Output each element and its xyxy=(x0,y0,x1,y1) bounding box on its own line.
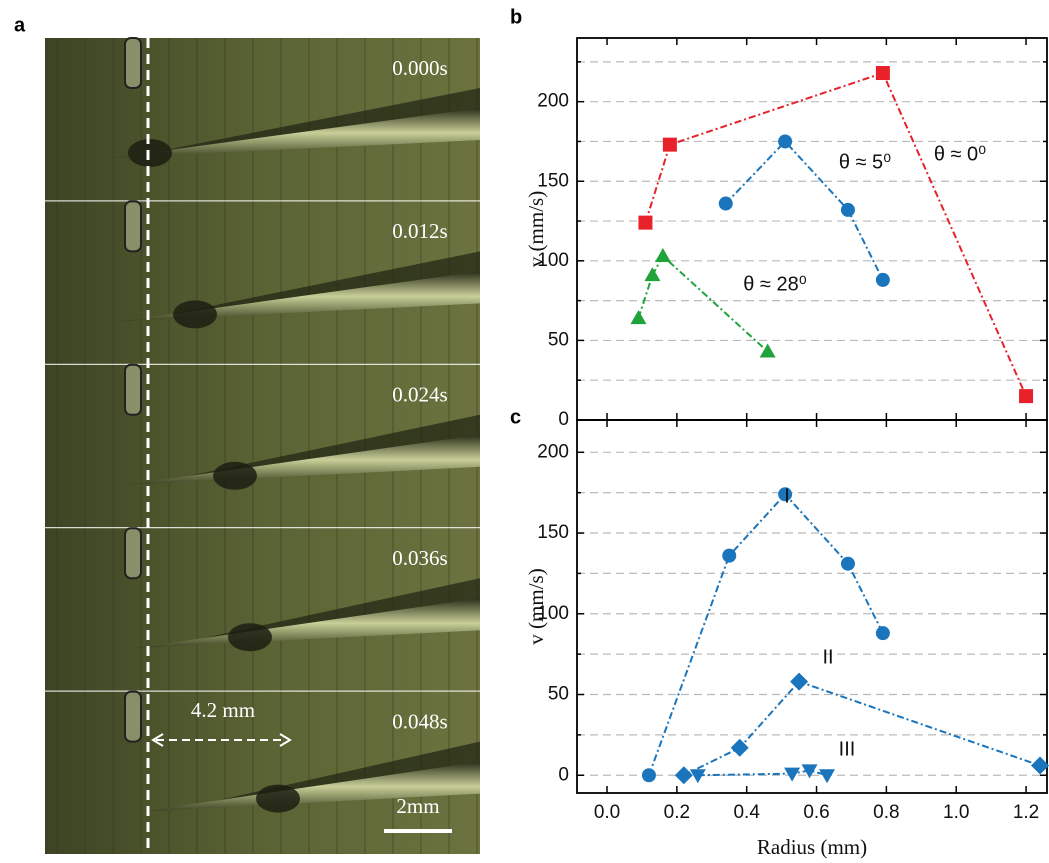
x-tick-label: 0.4 xyxy=(733,802,760,823)
marker xyxy=(674,766,693,785)
series-label: θ ≈ 5⁰ xyxy=(839,151,891,173)
timestamp: 0.012s xyxy=(392,219,447,243)
marker xyxy=(1019,389,1034,404)
y-tick-label: 200 xyxy=(537,91,569,112)
y-tick-label: 100 xyxy=(537,603,569,624)
marker xyxy=(630,310,647,325)
marker xyxy=(840,202,855,217)
panel-label: b xyxy=(510,6,522,28)
marker xyxy=(1031,756,1049,775)
marker xyxy=(875,66,890,81)
droplet xyxy=(173,300,217,329)
series-line xyxy=(683,680,1041,777)
y-tick-label: 0 xyxy=(558,764,569,785)
marker xyxy=(875,272,890,287)
marker xyxy=(641,768,656,783)
marker xyxy=(801,764,818,779)
droplet xyxy=(213,461,257,490)
series-line xyxy=(644,71,1027,397)
y-axis-label: v (mm/s) xyxy=(524,191,548,267)
marker xyxy=(778,487,793,502)
timestamp: 0.048s xyxy=(392,709,447,733)
marker xyxy=(759,343,776,358)
pipette xyxy=(124,690,142,743)
x-axis-label: Radius (mm) xyxy=(757,835,867,859)
marker xyxy=(644,267,661,282)
shadow xyxy=(160,251,480,317)
series-line xyxy=(697,769,828,777)
timestamp: 0.000s xyxy=(392,56,447,80)
x-tick-label: 0.8 xyxy=(873,802,899,823)
timestamp: 0.036s xyxy=(392,546,447,570)
shadow xyxy=(170,414,480,480)
panel-label: a xyxy=(14,14,26,36)
droplet xyxy=(256,784,300,813)
series-label: I xyxy=(784,485,790,507)
needle xyxy=(110,108,480,158)
marker xyxy=(689,769,706,784)
pipette xyxy=(124,200,142,253)
marker xyxy=(875,626,890,641)
panel-label: c xyxy=(510,406,521,428)
pipette xyxy=(124,527,142,580)
marker xyxy=(784,767,801,782)
y-tick-label: 50 xyxy=(548,329,569,350)
series-label: III xyxy=(839,738,856,760)
y-tick-label: 200 xyxy=(537,441,569,462)
droplet xyxy=(128,139,172,167)
x-tick-label: 1.2 xyxy=(1013,802,1039,823)
arrow-head xyxy=(279,733,292,747)
marker xyxy=(654,248,671,263)
x-tick-label: 1.0 xyxy=(943,802,969,823)
scale-label: 2mm xyxy=(396,794,439,818)
series-label: II xyxy=(822,646,833,668)
y-tick-label: 150 xyxy=(537,522,569,543)
x-tick-label: 0.0 xyxy=(594,802,620,823)
timestamp: 0.024s xyxy=(392,383,447,407)
y-tick-label: 150 xyxy=(537,170,569,191)
x-tick-label: 0.6 xyxy=(803,802,829,823)
arrow-head xyxy=(151,733,164,747)
droplet xyxy=(228,623,272,652)
marker xyxy=(662,137,677,152)
marker xyxy=(840,556,855,571)
scale-bar xyxy=(384,829,452,833)
pipette xyxy=(124,363,142,416)
distance-label: 4.2 mm xyxy=(191,698,255,722)
marker xyxy=(790,672,809,691)
marker xyxy=(718,196,733,211)
marker xyxy=(778,134,793,149)
y-tick-label: 100 xyxy=(537,250,569,271)
marker xyxy=(638,215,653,230)
x-tick-label: 0.2 xyxy=(664,802,690,823)
y-axis-label: v (mm/s) xyxy=(524,568,548,644)
y-tick-label: 50 xyxy=(548,684,569,705)
y-tick-label: 0 xyxy=(558,409,569,430)
marker xyxy=(730,738,749,757)
marker xyxy=(819,769,836,784)
plot-frame xyxy=(576,419,1048,794)
series-line xyxy=(637,254,769,353)
shadow xyxy=(150,88,480,153)
pipette xyxy=(124,37,142,89)
needle xyxy=(142,761,480,812)
series-label: θ ≈ 28⁰ xyxy=(743,273,806,295)
photo-panel: 0.000s 0.012s 0.024s 0.036s 0.048s 4.2 mm 2mm xyxy=(45,37,480,855)
series-label: θ ≈ 0⁰ xyxy=(934,143,986,165)
needle xyxy=(134,598,480,649)
series-line xyxy=(647,492,884,776)
marker xyxy=(722,548,737,563)
